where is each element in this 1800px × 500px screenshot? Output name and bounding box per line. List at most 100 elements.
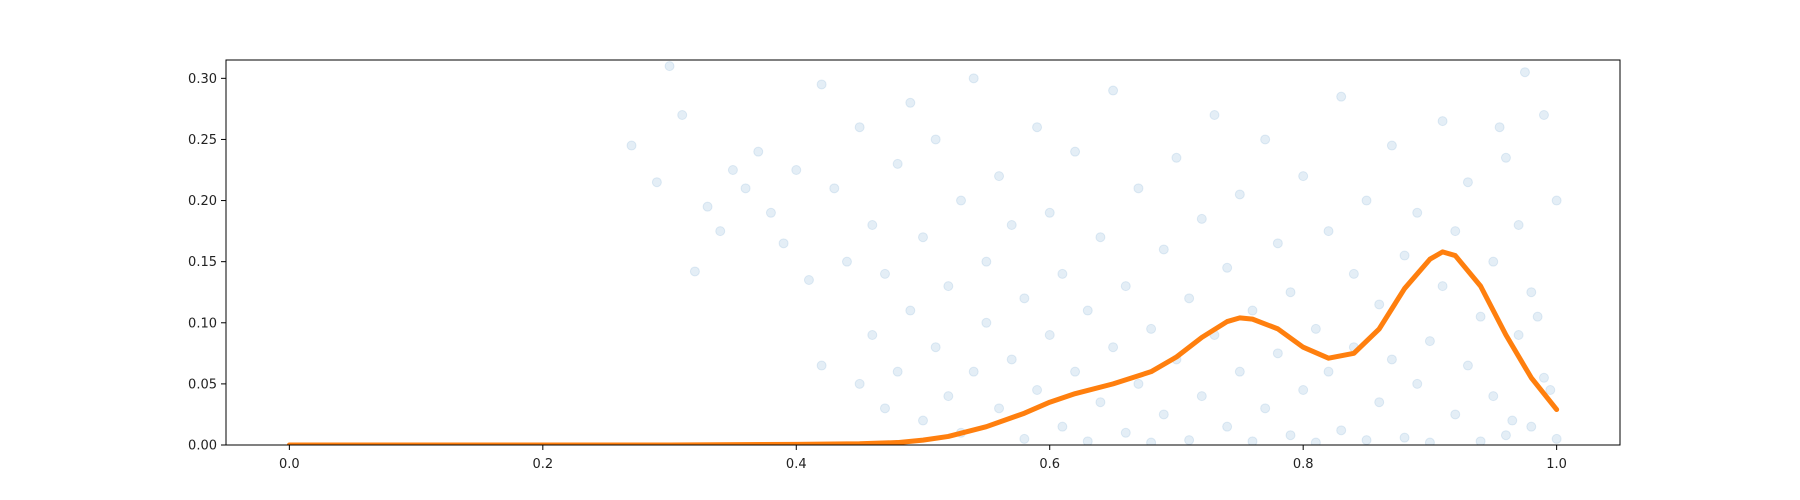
scatter-point xyxy=(1247,305,1258,316)
scatter-point xyxy=(854,122,865,133)
scatter-point xyxy=(1057,421,1068,432)
scatter-point xyxy=(956,195,967,206)
scatter-point xyxy=(1133,378,1144,389)
scatter-point xyxy=(1146,323,1157,334)
scatter-point xyxy=(994,403,1005,414)
scatter-point xyxy=(1526,421,1537,432)
scatter-point xyxy=(1374,299,1385,310)
scatter-point xyxy=(1526,287,1537,298)
scatter-point xyxy=(1196,391,1207,402)
y-tick-label: 0.05 xyxy=(188,377,217,392)
scatter-point xyxy=(1171,152,1182,163)
scatter-point xyxy=(1545,385,1556,395)
scatter-point xyxy=(1120,427,1131,438)
scatter-point xyxy=(867,220,878,230)
scatter-point xyxy=(981,317,992,328)
scatter-point xyxy=(753,146,764,157)
scatter-point xyxy=(1234,366,1245,377)
scatter-point xyxy=(715,226,726,237)
scatter-point xyxy=(1538,372,1549,383)
scatter-point xyxy=(1120,281,1131,292)
scatter-point xyxy=(1272,238,1283,249)
scatter-point xyxy=(1019,433,1030,444)
scatter-point xyxy=(1298,385,1309,395)
x-axis: 0.0 0.2 0.4 0.6 0.8 1.0 xyxy=(279,445,1567,472)
scatter-point xyxy=(816,79,827,90)
scatter-point xyxy=(1184,435,1195,445)
scatter-point xyxy=(1488,256,1499,267)
scatter-point xyxy=(1044,207,1055,218)
scatter-point xyxy=(1222,262,1233,273)
x-tick-label: 0.0 xyxy=(279,457,300,472)
scatter-point xyxy=(968,366,979,377)
scatter-point xyxy=(943,281,954,292)
scatter-point xyxy=(1247,436,1258,445)
scatter-point xyxy=(1323,226,1334,237)
y-tick-label: 0.20 xyxy=(188,194,217,209)
scatter-series xyxy=(626,61,1562,445)
scatter-point xyxy=(1513,330,1524,340)
scatter-point xyxy=(1361,195,1372,206)
scatter-point xyxy=(1437,116,1448,127)
scatter-point xyxy=(918,232,928,243)
scatter-point xyxy=(1424,336,1435,347)
scatter-point xyxy=(1475,311,1486,322)
scatter-point xyxy=(765,207,776,218)
scatter-point xyxy=(1310,437,1321,445)
scatter-point xyxy=(1386,140,1397,151)
scatter-point xyxy=(968,73,979,84)
y-tick-label: 0.25 xyxy=(188,133,217,148)
scatter-point xyxy=(1108,85,1119,96)
scatter-point xyxy=(1450,409,1461,420)
scatter-point xyxy=(1538,110,1549,120)
scatter-point xyxy=(1133,183,1144,194)
x-tick-label: 1.0 xyxy=(1546,457,1567,472)
x-tick-label: 0.2 xyxy=(532,457,553,472)
scatter-point xyxy=(803,275,814,285)
scatter-point xyxy=(892,158,903,169)
scatter-point xyxy=(1032,385,1043,395)
axes-frame xyxy=(225,59,1621,446)
scatter-point xyxy=(1260,134,1271,145)
x-tick-label: 0.4 xyxy=(786,457,807,472)
scatter-point xyxy=(1298,171,1309,182)
scatter-point xyxy=(1507,415,1518,426)
scatter-point xyxy=(892,366,903,377)
scatter-point xyxy=(1222,421,1233,432)
scatter-point xyxy=(727,165,738,175)
scatter-point xyxy=(1500,430,1511,441)
scatter-point xyxy=(1310,323,1321,334)
scatter-point xyxy=(740,183,751,194)
scatter-point xyxy=(905,97,916,108)
density-line xyxy=(286,249,1560,445)
scatter-point xyxy=(1260,403,1271,414)
scatter-point xyxy=(1006,354,1017,365)
scatter-point xyxy=(994,171,1005,182)
scatter-point xyxy=(1158,409,1169,420)
scatter-point xyxy=(841,256,852,267)
scatter-point xyxy=(1551,433,1562,444)
y-axis: 0.00 0.05 0.10 0.15 0.20 0.25 0.30 xyxy=(188,72,226,454)
scatter-point xyxy=(1386,354,1397,365)
scatter-point xyxy=(1070,146,1081,157)
scatter-point xyxy=(1032,122,1043,133)
scatter-point xyxy=(1450,226,1461,237)
scatter-point xyxy=(1494,122,1505,133)
scatter-point xyxy=(651,177,662,188)
scatter-point xyxy=(1285,430,1296,441)
scatter-point xyxy=(1475,436,1486,445)
scatter-point xyxy=(677,110,688,120)
scatter-point xyxy=(879,403,890,414)
scatter-point xyxy=(1095,397,1106,408)
y-tick-label: 0.00 xyxy=(188,439,217,454)
scatter-point xyxy=(879,268,890,279)
scatter-point xyxy=(1399,432,1410,443)
scatter-point xyxy=(1336,91,1347,102)
scatter-point xyxy=(1272,348,1283,359)
scatter-point xyxy=(1412,378,1423,389)
scatter-point xyxy=(626,140,637,151)
y-tick-label: 0.30 xyxy=(188,72,217,87)
x-tick-label: 0.8 xyxy=(1293,457,1314,472)
scatter-point xyxy=(1057,268,1068,279)
